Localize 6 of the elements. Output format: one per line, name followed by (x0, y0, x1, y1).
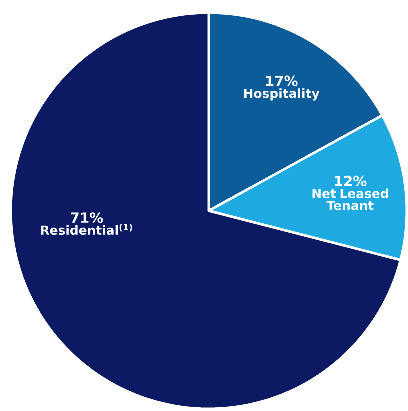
data-label: 17% (266, 76, 298, 86)
slice-label: Residential$^{(1)}$ (41, 224, 132, 236)
slice-label: Net Leased Tenant (312, 188, 388, 210)
data-label: 71% (71, 212, 104, 224)
data-label: 12% (335, 176, 367, 186)
slice-label: Hospitality (244, 88, 320, 101)
